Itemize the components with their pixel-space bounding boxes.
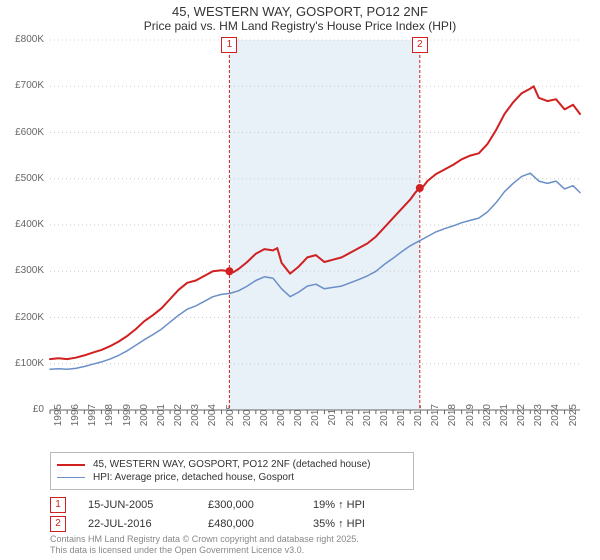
y-tick-label: £400K [0, 219, 44, 230]
sale-event-date-2: 22-JUL-2016 [88, 518, 208, 530]
footer-line-1: Contains HM Land Registry data © Crown c… [50, 534, 359, 545]
y-tick-label: £500K [0, 173, 44, 184]
title-line-1: 45, WESTERN WAY, GOSPORT, PO12 2NF [0, 4, 600, 19]
sale-event-id-1: 1 [50, 497, 66, 513]
sale-event-price-2: £480,000 [208, 518, 313, 530]
legend-label-price-paid: 45, WESTERN WAY, GOSPORT, PO12 2NF (deta… [93, 459, 371, 470]
legend-item-price-paid: 45, WESTERN WAY, GOSPORT, PO12 2NF (deta… [57, 459, 407, 470]
sale-event-id-2: 2 [50, 516, 66, 532]
chart-container: 45, WESTERN WAY, GOSPORT, PO12 2NF Price… [0, 0, 600, 560]
footer-attribution: Contains HM Land Registry data © Crown c… [50, 534, 359, 556]
legend-item-hpi: HPI: Average price, detached house, Gosp… [57, 472, 407, 483]
sale-event-price-1: £300,000 [208, 499, 313, 511]
chart-event-marker-1: 1 [221, 37, 237, 53]
legend-label-hpi: HPI: Average price, detached house, Gosp… [93, 472, 294, 483]
sale-event-pct-1: 19% ↑ HPI [313, 499, 433, 511]
y-tick-label: £700K [0, 80, 44, 91]
chart-event-marker-2: 2 [412, 37, 428, 53]
legend: 45, WESTERN WAY, GOSPORT, PO12 2NF (deta… [50, 452, 414, 490]
sale-event-date-1: 15-JUN-2005 [88, 499, 208, 511]
chart-svg [50, 40, 580, 410]
legend-swatch-hpi [57, 477, 85, 479]
y-tick-label: £100K [0, 358, 44, 369]
y-tick-label: £800K [0, 34, 44, 45]
footer-line-2: This data is licensed under the Open Gov… [50, 545, 359, 556]
sale-events-table: 1 15-JUN-2005 £300,000 19% ↑ HPI 2 22-JU… [50, 497, 433, 535]
title-line-2: Price paid vs. HM Land Registry's House … [0, 19, 600, 33]
y-tick-label: £200K [0, 312, 44, 323]
chart-plot-area [50, 40, 580, 410]
sale-event-row-2: 2 22-JUL-2016 £480,000 35% ↑ HPI [50, 516, 433, 532]
legend-swatch-price-paid [57, 464, 85, 466]
y-tick-label: £0 [0, 404, 44, 415]
y-tick-label: £600K [0, 127, 44, 138]
sale-event-row-1: 1 15-JUN-2005 £300,000 19% ↑ HPI [50, 497, 433, 513]
title-block: 45, WESTERN WAY, GOSPORT, PO12 2NF Price… [0, 4, 600, 33]
y-tick-label: £300K [0, 265, 44, 276]
sale-event-pct-2: 35% ↑ HPI [313, 518, 433, 530]
